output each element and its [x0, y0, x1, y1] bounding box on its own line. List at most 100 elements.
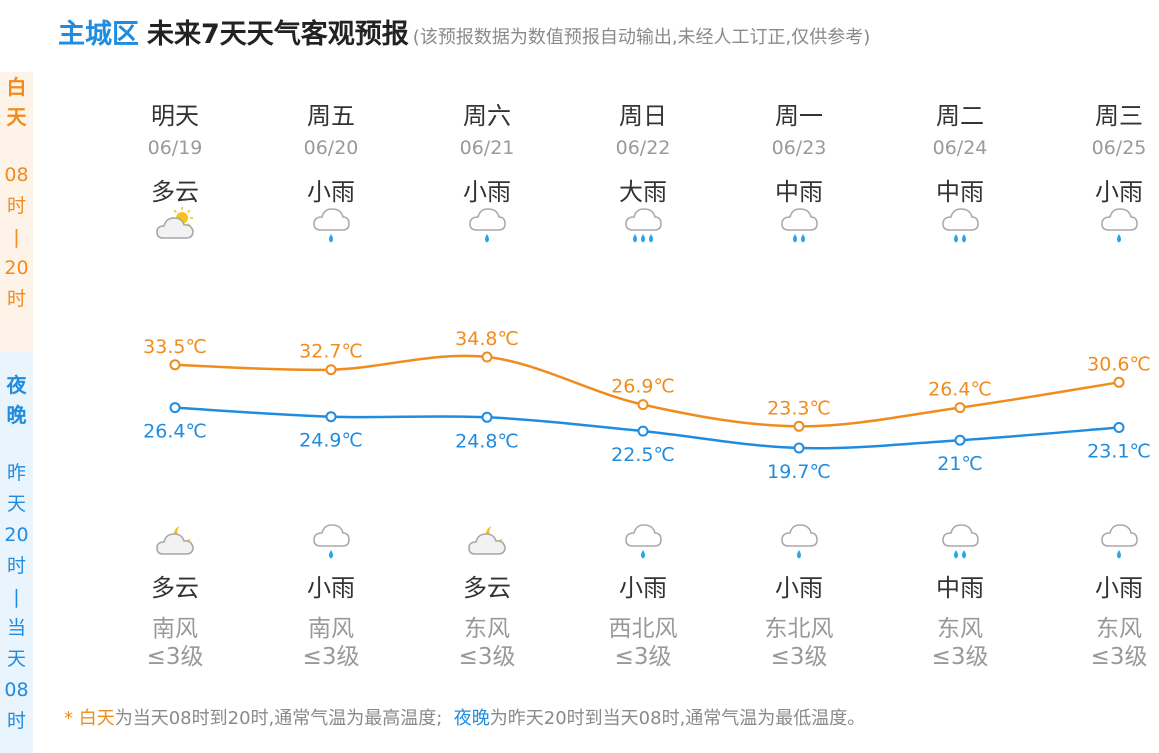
footer-night-text: 为昨天20时到当天08时,通常气温为最低温度。 [489, 708, 866, 729]
high-temp-point[interactable] [325, 364, 337, 376]
nighttime-range-part: 时 [6, 555, 26, 577]
low-temp-point[interactable] [481, 411, 493, 423]
day-name: 周五 [307, 102, 355, 130]
wind-direction: 东风 [1096, 616, 1142, 642]
low-temp-label: 19.7℃ [767, 461, 831, 483]
day-weather: 大雨 [619, 178, 667, 206]
low-temp-label: 22.5℃ [611, 444, 675, 466]
night-weather: 多云 [151, 574, 199, 602]
light-rain-icon [777, 520, 821, 564]
wind-level: ≤3级 [146, 644, 204, 670]
night-weather: 小雨 [307, 574, 355, 602]
light-rain-icon [1097, 520, 1141, 564]
page-header: 主城区 未来7天天气客观预报 (该预报数据为数值预报自动输出,未经人工订正,仅供参考… [58, 12, 870, 50]
footer-night-word: 夜晚 [453, 708, 490, 729]
wind-level: ≤3级 [770, 644, 828, 670]
daytime-range-part: 20 [4, 257, 29, 279]
high-temp-point[interactable] [1113, 376, 1125, 388]
nighttime-range-part: 天 [6, 648, 26, 670]
partly-cloudy-night-icon [465, 520, 509, 564]
wind-direction: 东风 [464, 616, 510, 642]
high-temp-point[interactable] [481, 351, 493, 363]
daytime-band-label: 白天 08 时 | 20 时 [0, 72, 33, 352]
night-weather: 小雨 [619, 574, 667, 602]
moderate-rain-icon [777, 204, 821, 248]
high-temp-label: 26.9℃ [611, 376, 675, 398]
day-weather: 中雨 [936, 178, 984, 206]
nighttime-range-part: 20 [4, 524, 29, 546]
day-date: 06/22 [615, 137, 671, 159]
moderate-rain-icon [938, 204, 982, 248]
low-temp-point[interactable] [325, 411, 337, 423]
high-temp-point[interactable] [169, 359, 181, 371]
low-temp-point[interactable] [169, 402, 181, 414]
high-temp-label: 34.8℃ [455, 328, 519, 350]
day-name: 周日 [619, 102, 667, 130]
high-temp-point[interactable] [954, 402, 966, 414]
day-weather: 多云 [151, 178, 199, 206]
district-name[interactable]: 主城区 [58, 19, 139, 50]
night-weather: 小雨 [775, 574, 823, 602]
low-temp-label: 24.8℃ [455, 430, 519, 452]
day-name: 周一 [775, 102, 823, 130]
high-temp-label: 26.4℃ [928, 379, 992, 401]
light-rain-icon [1097, 204, 1141, 248]
partly-cloudy-day-icon [153, 204, 197, 248]
low-temp-label: 26.4℃ [143, 421, 207, 443]
day-name: 周二 [936, 102, 984, 130]
daytime-range-part: 08 [4, 164, 29, 186]
partly-cloudy-night-icon [153, 520, 197, 564]
day-name: 明天 [151, 102, 199, 130]
wind-direction: 南风 [308, 616, 354, 642]
nighttime-band-label: 夜晚 昨 天 20 时 | 当 天 08 时 [0, 352, 33, 753]
wind-level: ≤3级 [302, 644, 360, 670]
day-date: 06/24 [932, 137, 988, 159]
light-rain-icon [465, 204, 509, 248]
light-rain-icon [309, 204, 353, 248]
low-temp-point[interactable] [1113, 422, 1125, 433]
footer-note: * 白天为当天08时到20时,通常气温为最高温度; 夜晚为昨天20时到当天08时… [64, 704, 865, 730]
low-temp-point[interactable] [637, 425, 649, 437]
light-rain-icon [309, 520, 353, 564]
day-weather: 小雨 [307, 178, 355, 206]
wind-direction: 西北风 [608, 616, 678, 642]
wind-level: ≤3级 [614, 644, 672, 670]
high-temp-point[interactable] [793, 420, 805, 432]
daytime-label: 白天 [6, 75, 27, 129]
high-temp-label: 23.3℃ [767, 397, 831, 419]
high-temp-point[interactable] [637, 399, 649, 411]
temperature-chart: 33.5℃ 32.7℃ 34.8℃ 26.9℃ 23.3℃ 26.4℃ 30.6℃ 26.4℃… [143, 328, 1151, 483]
nighttime-range-part: 时 [6, 710, 26, 732]
moderate-rain-icon [938, 520, 982, 564]
nighttime-range-part: | [13, 586, 20, 608]
wind-direction: 南风 [152, 616, 198, 642]
wind-level: ≤3级 [458, 644, 516, 670]
day-date: 06/19 [147, 137, 203, 159]
nighttime-range-part: 天 [6, 493, 26, 515]
wind-direction: 东北风 [764, 616, 834, 642]
day-date: 06/21 [459, 137, 515, 159]
wind-level: ≤3级 [931, 644, 989, 670]
nighttime-range-part: 当 [6, 617, 26, 639]
daytime-range-part: 时 [6, 288, 26, 310]
day-name: 周三 [1095, 102, 1143, 130]
light-rain-icon [621, 520, 665, 564]
low-temp-point[interactable] [793, 442, 805, 454]
low-temp-point[interactable] [954, 434, 966, 446]
footer-day-word: 白天 [78, 708, 115, 729]
day-weather: 小雨 [1095, 178, 1143, 206]
day-weather: 小雨 [463, 178, 511, 206]
heavy-rain-icon [621, 204, 665, 248]
nighttime-label: 夜晚 [6, 373, 27, 427]
night-weather: 小雨 [1095, 574, 1143, 602]
low-temp-label: 21℃ [937, 453, 983, 475]
nighttime-range-part: 08 [4, 679, 29, 701]
night-weather: 多云 [463, 574, 511, 602]
page-title: 未来7天天气客观预报 [147, 19, 409, 50]
high-temp-label: 32.7℃ [299, 341, 363, 363]
day-name: 周六 [463, 102, 511, 130]
daytime-range-part: | [13, 226, 20, 248]
nighttime-range-part: 昨 [6, 462, 26, 484]
low-temp-label: 24.9℃ [299, 430, 363, 452]
night-weather: 中雨 [936, 574, 984, 602]
